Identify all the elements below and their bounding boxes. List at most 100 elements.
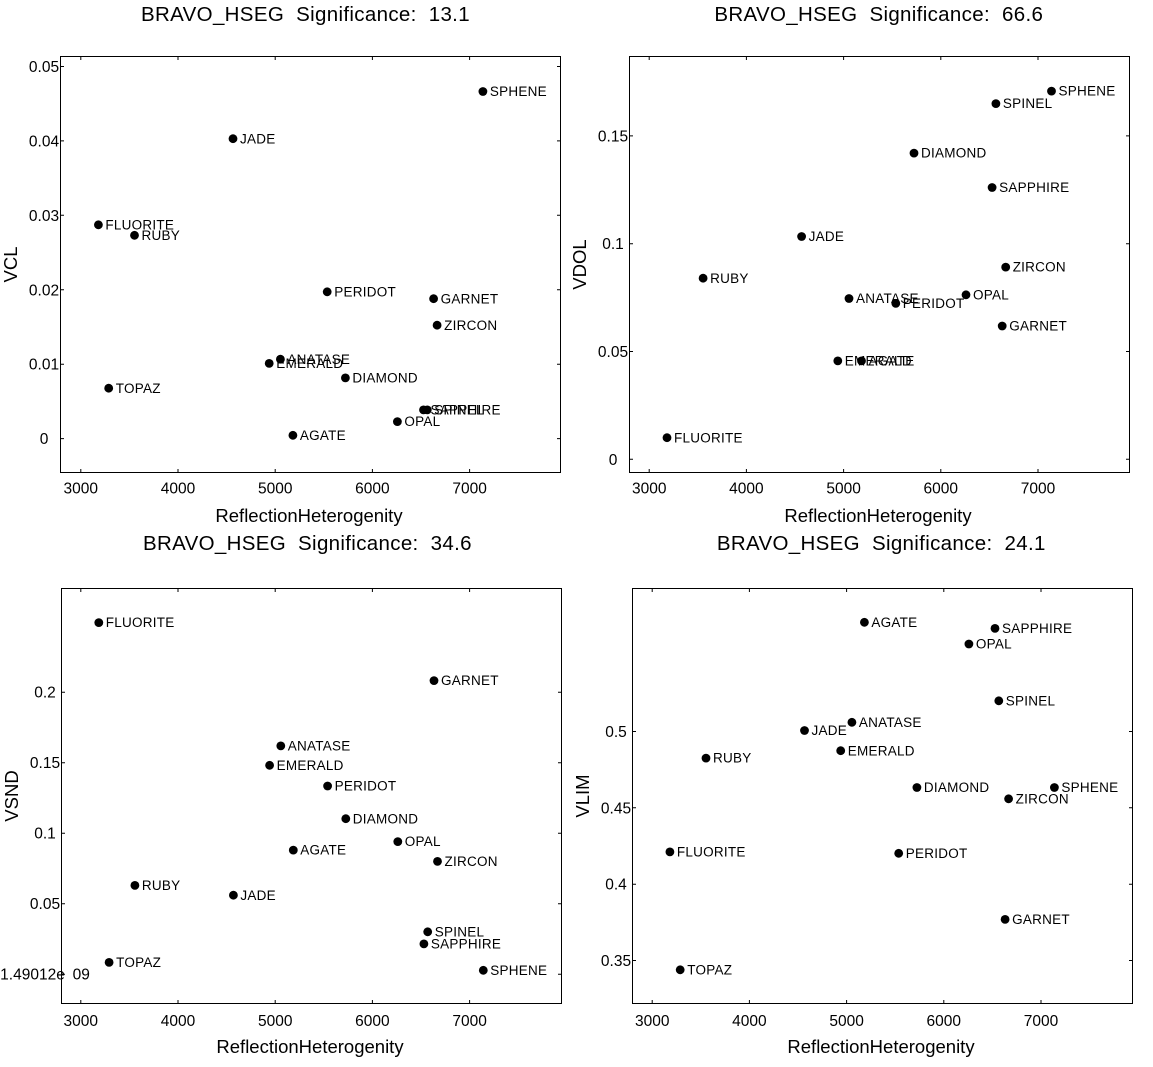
svg-text:SPHENE: SPHENE bbox=[490, 963, 547, 978]
svg-text:VSND: VSND bbox=[1, 770, 22, 821]
svg-text:PERIDOT: PERIDOT bbox=[334, 284, 396, 299]
svg-text:0.03: 0.03 bbox=[29, 208, 59, 225]
svg-text:DIAMOND: DIAMOND bbox=[924, 780, 990, 795]
svg-text:ReflectionHeterogenity: ReflectionHeterogenity bbox=[784, 505, 972, 526]
svg-text:SAPPHIRE: SAPPHIRE bbox=[999, 180, 1069, 195]
svg-text:ReflectionHeterogenity: ReflectionHeterogenity bbox=[216, 1036, 404, 1057]
svg-text:AGATE: AGATE bbox=[300, 428, 346, 443]
svg-text:GARNET: GARNET bbox=[1009, 319, 1067, 334]
svg-text:0.05: 0.05 bbox=[30, 896, 60, 913]
svg-text:0: 0 bbox=[40, 431, 49, 448]
svg-text:SPHENE: SPHENE bbox=[1059, 84, 1116, 99]
svg-text:TOPAZ: TOPAZ bbox=[687, 962, 732, 977]
svg-text:JADE: JADE bbox=[240, 888, 276, 903]
svg-text:JADE: JADE bbox=[240, 131, 276, 146]
svg-text:ZIRCON: ZIRCON bbox=[445, 854, 498, 869]
svg-text:0.2: 0.2 bbox=[34, 685, 56, 702]
svg-text:FLUORITE: FLUORITE bbox=[105, 217, 174, 232]
svg-text:ANATASE: ANATASE bbox=[856, 291, 919, 306]
svg-text:FLUORITE: FLUORITE bbox=[106, 615, 175, 630]
svg-text:PERIDOT: PERIDOT bbox=[906, 846, 968, 861]
svg-text:PERIDOT: PERIDOT bbox=[903, 296, 965, 311]
svg-text:0.1: 0.1 bbox=[34, 826, 56, 843]
svg-text:RUBY: RUBY bbox=[710, 271, 749, 286]
svg-text:SPINEL: SPINEL bbox=[435, 924, 485, 939]
svg-text:AGATE: AGATE bbox=[869, 354, 915, 369]
svg-text:GARNET: GARNET bbox=[441, 291, 499, 306]
svg-text:7000: 7000 bbox=[1021, 480, 1056, 497]
svg-text:AGATE: AGATE bbox=[871, 615, 917, 630]
svg-text:0.15: 0.15 bbox=[598, 128, 628, 145]
svg-text:FLUORITE: FLUORITE bbox=[677, 845, 746, 860]
svg-text:AGATE: AGATE bbox=[300, 843, 346, 858]
svg-text:ZIRCON: ZIRCON bbox=[1013, 260, 1066, 275]
svg-text:BRAVO_HSEG Significance: 13.: BRAVO_HSEG Significance: 13.1 bbox=[141, 3, 470, 26]
svg-text:3000: 3000 bbox=[64, 1013, 99, 1030]
svg-text:RUBY: RUBY bbox=[142, 228, 181, 243]
svg-text:BRAVO_HSEG Significance: 66.: BRAVO_HSEG Significance: 66.6 bbox=[714, 3, 1043, 26]
svg-text:SAPPHIRE: SAPPHIRE bbox=[431, 403, 501, 418]
svg-text:JADE: JADE bbox=[809, 229, 845, 244]
svg-text:1.49012e 09: 1.49012e 09 bbox=[0, 967, 90, 984]
svg-text:4000: 4000 bbox=[729, 480, 764, 497]
svg-text:0.4: 0.4 bbox=[605, 877, 627, 894]
svg-text:SPINEL: SPINEL bbox=[434, 403, 484, 418]
svg-text:0.35: 0.35 bbox=[601, 953, 631, 970]
svg-text:6000: 6000 bbox=[355, 1013, 390, 1030]
svg-text:7000: 7000 bbox=[452, 1013, 487, 1030]
svg-text:RUBY: RUBY bbox=[713, 751, 752, 766]
svg-text:0.02: 0.02 bbox=[29, 282, 59, 299]
svg-text:3000: 3000 bbox=[64, 480, 99, 497]
svg-text:OPAL: OPAL bbox=[404, 414, 440, 429]
svg-text:0.01: 0.01 bbox=[29, 357, 59, 374]
svg-text:4000: 4000 bbox=[161, 480, 196, 497]
svg-text:BRAVO_HSEG Significance: 24.: BRAVO_HSEG Significance: 24.1 bbox=[717, 532, 1046, 555]
svg-text:SPINEL: SPINEL bbox=[1006, 693, 1056, 708]
svg-text:OPAL: OPAL bbox=[405, 834, 441, 849]
svg-text:0.04: 0.04 bbox=[29, 133, 60, 150]
svg-text:6000: 6000 bbox=[924, 480, 959, 497]
svg-text:5000: 5000 bbox=[826, 480, 861, 497]
svg-text:BRAVO_HSEG Significance: 34.: BRAVO_HSEG Significance: 34.6 bbox=[143, 532, 472, 555]
svg-text:VLIM: VLIM bbox=[572, 774, 593, 817]
svg-text:4000: 4000 bbox=[161, 1013, 196, 1030]
svg-text:OPAL: OPAL bbox=[973, 287, 1009, 302]
svg-text:3000: 3000 bbox=[632, 480, 667, 497]
svg-text:ZIRCON: ZIRCON bbox=[444, 318, 497, 333]
svg-text:5000: 5000 bbox=[258, 1013, 293, 1030]
svg-text:TOPAZ: TOPAZ bbox=[116, 381, 161, 396]
svg-text:SPHENE: SPHENE bbox=[1061, 780, 1118, 795]
svg-text:ANATASE: ANATASE bbox=[287, 352, 350, 367]
svg-text:0.15: 0.15 bbox=[30, 755, 60, 772]
svg-text:ReflectionHeterogenity: ReflectionHeterogenity bbox=[787, 1036, 975, 1057]
svg-text:OPAL: OPAL bbox=[976, 637, 1012, 652]
svg-text:4000: 4000 bbox=[732, 1013, 767, 1030]
svg-text:GARNET: GARNET bbox=[441, 673, 499, 688]
svg-text:0: 0 bbox=[609, 452, 618, 469]
svg-text:7000: 7000 bbox=[1024, 1013, 1059, 1030]
svg-text:7000: 7000 bbox=[452, 480, 487, 497]
svg-text:ANATASE: ANATASE bbox=[288, 739, 351, 754]
svg-text:ReflectionHeterogenity: ReflectionHeterogenity bbox=[215, 505, 403, 526]
svg-text:TOPAZ: TOPAZ bbox=[116, 955, 161, 970]
svg-text:SPHENE: SPHENE bbox=[490, 84, 547, 99]
svg-text:ZIRCON: ZIRCON bbox=[1016, 791, 1069, 806]
svg-text:RUBY: RUBY bbox=[142, 878, 181, 893]
svg-text:PERIDOT: PERIDOT bbox=[335, 779, 397, 794]
svg-text:5000: 5000 bbox=[829, 1013, 864, 1030]
svg-text:DIAMOND: DIAMOND bbox=[353, 811, 419, 826]
svg-text:EMERALD: EMERALD bbox=[277, 758, 344, 773]
svg-text:0.5: 0.5 bbox=[605, 724, 627, 741]
svg-text:0.1: 0.1 bbox=[602, 236, 624, 253]
svg-text:0.05: 0.05 bbox=[598, 344, 628, 361]
svg-text:SAPPHIRE: SAPPHIRE bbox=[431, 937, 501, 952]
svg-text:DIAMOND: DIAMOND bbox=[921, 146, 987, 161]
svg-text:EMERALD: EMERALD bbox=[276, 356, 343, 371]
svg-text:6000: 6000 bbox=[927, 1013, 962, 1030]
svg-text:DIAMOND: DIAMOND bbox=[352, 371, 418, 386]
svg-text:6000: 6000 bbox=[355, 480, 390, 497]
svg-text:GARNET: GARNET bbox=[1012, 912, 1070, 927]
svg-text:FLUORITE: FLUORITE bbox=[674, 430, 743, 445]
svg-text:5000: 5000 bbox=[258, 480, 293, 497]
svg-text:VCL: VCL bbox=[0, 247, 21, 283]
